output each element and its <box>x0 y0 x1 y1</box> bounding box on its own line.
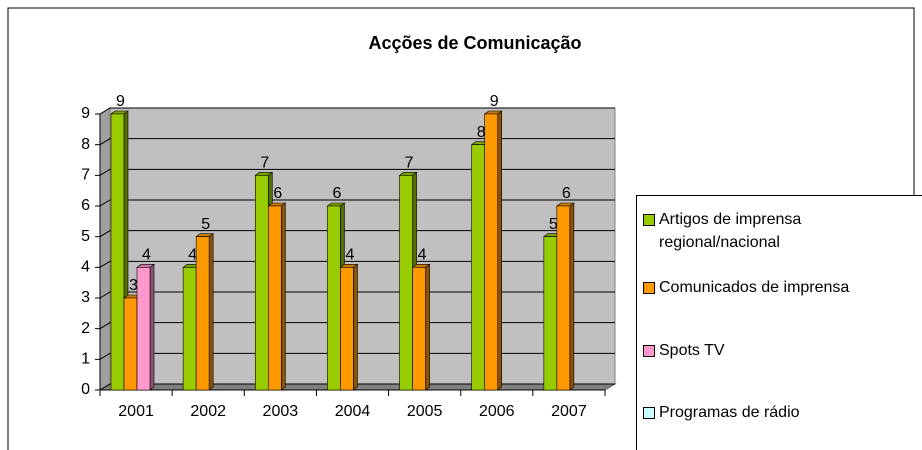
data-label: 6 <box>562 185 571 202</box>
bar-face <box>267 205 282 391</box>
data-label: 4 <box>345 247 354 264</box>
bar-face <box>182 267 197 391</box>
y-tick-label: 0 <box>81 381 90 398</box>
legend-label: Comunicados de imprensa <box>659 279 850 296</box>
bar-face <box>280 202 286 391</box>
bar-face <box>327 205 341 391</box>
legend-label: Programas de rádio <box>659 404 800 421</box>
grid-line <box>99 138 615 146</box>
y-tick-label: 9 <box>81 105 90 122</box>
bar-face <box>412 267 426 391</box>
data-label: 9 <box>116 93 125 110</box>
grid-line <box>99 260 615 268</box>
x-tick-label: 2004 <box>335 403 371 420</box>
bar <box>411 263 431 391</box>
grid-line <box>99 107 615 115</box>
chart-title: Acções de Comunicação <box>368 33 581 53</box>
grid-line <box>99 352 615 360</box>
data-label: 6 <box>332 185 341 202</box>
bar <box>195 233 215 391</box>
grid-line <box>99 291 615 299</box>
data-label: 4 <box>142 247 151 264</box>
legend-label: Artigos de imprensa regional/nacional <box>659 211 802 251</box>
bar-face <box>353 263 358 391</box>
bar-face <box>425 263 430 391</box>
y-tick-label: 1 <box>81 351 90 368</box>
y-tick-label: 8 <box>81 136 90 153</box>
x-tick-label: 2005 <box>407 403 443 420</box>
y-tick-label: 3 <box>81 289 90 306</box>
bar <box>555 202 575 391</box>
bar <box>267 202 287 391</box>
legend: Artigos de imprensa regional/nacional Com… <box>636 195 922 450</box>
bar <box>483 110 503 391</box>
y-tick-label: 4 <box>81 259 90 276</box>
y-tick-label: 2 <box>81 320 90 337</box>
x-tick-label: 2001 <box>118 403 154 420</box>
y-tick-label: 7 <box>81 167 90 184</box>
data-label: 4 <box>188 247 197 264</box>
bar <box>136 263 155 391</box>
grid-line <box>99 199 615 207</box>
bar-face <box>471 144 486 391</box>
data-label: 6 <box>273 185 282 202</box>
data-label: 7 <box>405 155 414 172</box>
bar-face <box>136 267 151 391</box>
grid-line <box>99 168 615 176</box>
y-tick-label: 5 <box>81 228 90 245</box>
bar-face <box>484 113 499 391</box>
side-wall <box>99 107 111 391</box>
x-tick-label: 2003 <box>263 403 299 420</box>
bar-face <box>399 175 413 391</box>
legend-entry: Programas de rádio <box>643 401 913 424</box>
legend-swatch <box>643 214 655 226</box>
data-label: 4 <box>418 247 427 264</box>
bar <box>339 263 359 391</box>
legend-swatch <box>643 345 655 357</box>
legend-swatch <box>643 407 655 419</box>
data-label: 9 <box>490 93 499 110</box>
data-label: 3 <box>129 277 138 294</box>
x-tick-label: 2002 <box>190 403 226 420</box>
grid-line <box>99 322 615 330</box>
bar-face <box>208 233 214 391</box>
legend-entry: Spots TV <box>643 339 913 362</box>
data-label: 7 <box>260 155 269 172</box>
y-tick-label: 6 <box>81 197 90 214</box>
legend-entry: Comunicados de imprensa <box>643 276 913 299</box>
legend-swatch <box>643 282 655 294</box>
legend-entry: Artigos de imprensa regional/nacional <box>643 208 913 254</box>
bar-face <box>556 205 571 391</box>
x-tick-label: 2007 <box>551 403 587 420</box>
bar-face <box>497 110 503 391</box>
data-label: 5 <box>201 216 210 233</box>
data-label: 8 <box>477 124 486 141</box>
bar-face <box>123 297 138 391</box>
bar-face <box>543 236 558 391</box>
legend-label: Spots TV <box>659 342 725 359</box>
bar-face <box>110 113 125 391</box>
x-tick-label: 2006 <box>479 403 515 420</box>
grid-line <box>99 230 615 238</box>
bar-face <box>149 263 155 391</box>
data-label: 5 <box>549 216 558 233</box>
bar-face <box>340 267 354 391</box>
bar-face <box>195 236 210 391</box>
bar-face <box>254 175 269 391</box>
grid-line <box>99 383 615 391</box>
bar-face <box>569 202 575 391</box>
